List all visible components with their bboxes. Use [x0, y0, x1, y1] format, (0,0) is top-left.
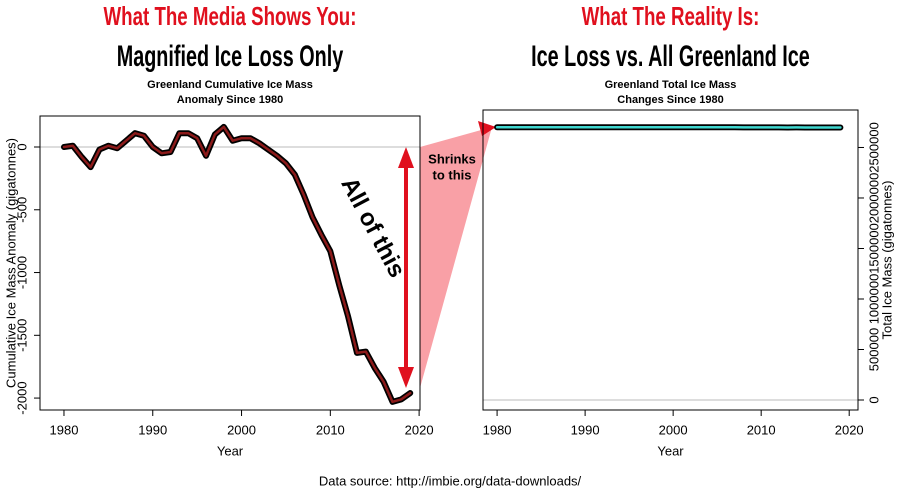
x-tick-label: 1990 [138, 422, 167, 437]
y-tick-label: -500 [14, 197, 29, 223]
plot-frame [482, 109, 859, 411]
y-tick-label: 0 [866, 396, 881, 403]
annotation: Shrinks [428, 151, 476, 166]
y-tick-label: -1000 [14, 256, 29, 289]
y-axis-title: Cumulative Ice Mass Anomaly (gigatonnes) [3, 138, 18, 388]
headline: Magnified Ice Loss Only [117, 40, 344, 73]
y-tick-label: 500000 [866, 328, 881, 371]
x-tick-label: 2000 [227, 422, 256, 437]
y-tick-label: -2000 [14, 381, 29, 414]
y-tick-label: 0 [14, 143, 29, 150]
y-tick-label: 2000000 [866, 173, 881, 224]
x-axis-title: Year [657, 443, 684, 458]
arrow-head [398, 367, 414, 388]
kicker: What The Reality Is: [582, 1, 760, 31]
x-axis-title: Year [217, 443, 244, 458]
x-tick-label: 2020 [835, 422, 864, 437]
y-tick-label: 1000000 [866, 274, 881, 325]
x-tick-label: 2000 [659, 422, 688, 437]
chart-title: Anomaly Since 1980 [177, 94, 283, 106]
chart-title: Changes Since 1980 [617, 94, 723, 106]
headline: Ice Loss vs. All Greenland Ice [531, 40, 810, 73]
chart-title: Greenland Total Ice Mass [605, 79, 737, 91]
x-tick-label: 1990 [571, 422, 600, 437]
kicker: What The Media Shows You: [104, 1, 357, 31]
x-tick-label: 2020 [405, 422, 434, 437]
y-tick-label: 1500000 [866, 223, 881, 274]
y-axis-title: Total Ice Mass (gigatonnes) [879, 181, 894, 340]
x-tick-label: 2010 [316, 422, 345, 437]
x-tick-label: 1980 [483, 422, 512, 437]
x-tick-label: 2010 [747, 422, 776, 437]
shrink-wedge [420, 127, 492, 388]
annotation: All of this [335, 173, 410, 282]
y-tick-label: 2500000 [866, 122, 881, 173]
line-outline [60, 123, 414, 405]
line [62, 125, 412, 404]
annotation: to this [433, 167, 472, 182]
arrow-head [398, 147, 414, 168]
x-tick-label: 1980 [50, 422, 79, 437]
chart-title: Greenland Cumulative Ice Mass [147, 79, 313, 91]
source: Data source: http://imbie.org/data-downl… [319, 473, 582, 488]
y-tick-label: -1500 [14, 319, 29, 352]
plot-frame [39, 115, 421, 411]
